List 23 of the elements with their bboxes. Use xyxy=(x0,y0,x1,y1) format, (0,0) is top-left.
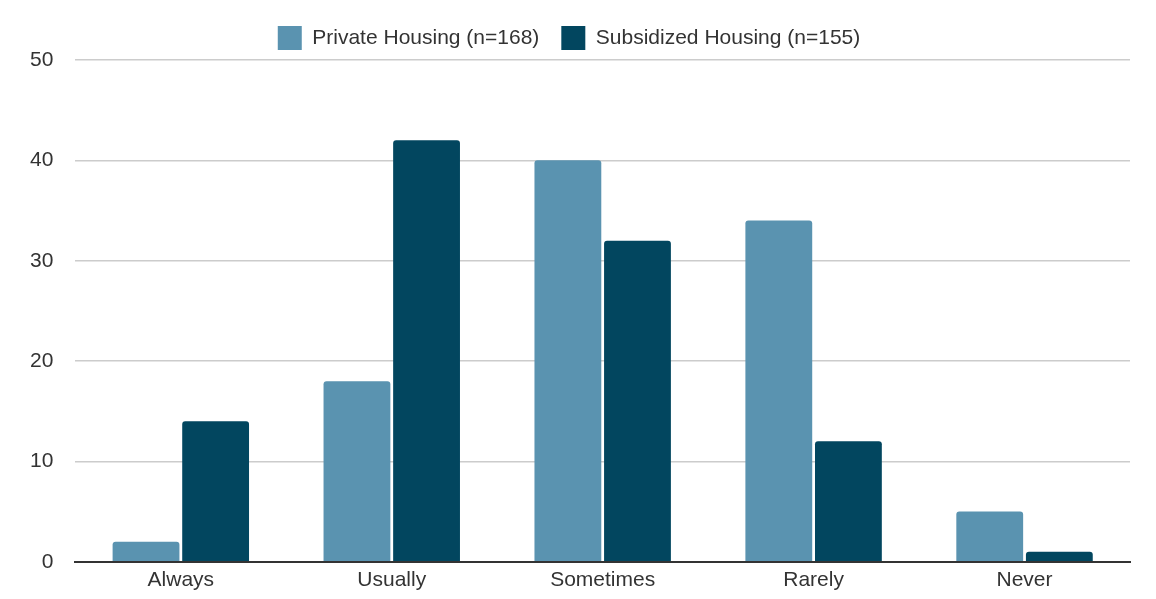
bar xyxy=(1025,551,1093,562)
bar xyxy=(745,220,813,562)
y-tick-label: 30 xyxy=(30,247,54,271)
y-tick-label: 20 xyxy=(30,347,54,371)
bar xyxy=(182,421,250,562)
bar xyxy=(604,240,671,562)
y-tick-label: 0 xyxy=(41,548,54,572)
x-tick-label: Always xyxy=(147,567,215,591)
x-tick-label: Never xyxy=(996,567,1053,591)
bar xyxy=(534,160,602,562)
y-tick-label: 10 xyxy=(30,448,54,472)
y-tick-label: 50 xyxy=(30,46,54,70)
x-tick-label: Rarely xyxy=(783,567,845,591)
legend-label: Private Housing (n=168) xyxy=(312,24,540,48)
y-tick-label: 40 xyxy=(30,147,54,171)
x-tick-label: Usually xyxy=(357,567,427,591)
bar xyxy=(815,441,882,562)
bar xyxy=(323,381,391,562)
bar xyxy=(393,140,460,562)
legend-label: Subsidized Housing (n=155) xyxy=(595,24,861,48)
x-tick-label: Sometimes xyxy=(550,567,656,591)
bar xyxy=(956,511,1024,562)
bar xyxy=(112,541,180,562)
